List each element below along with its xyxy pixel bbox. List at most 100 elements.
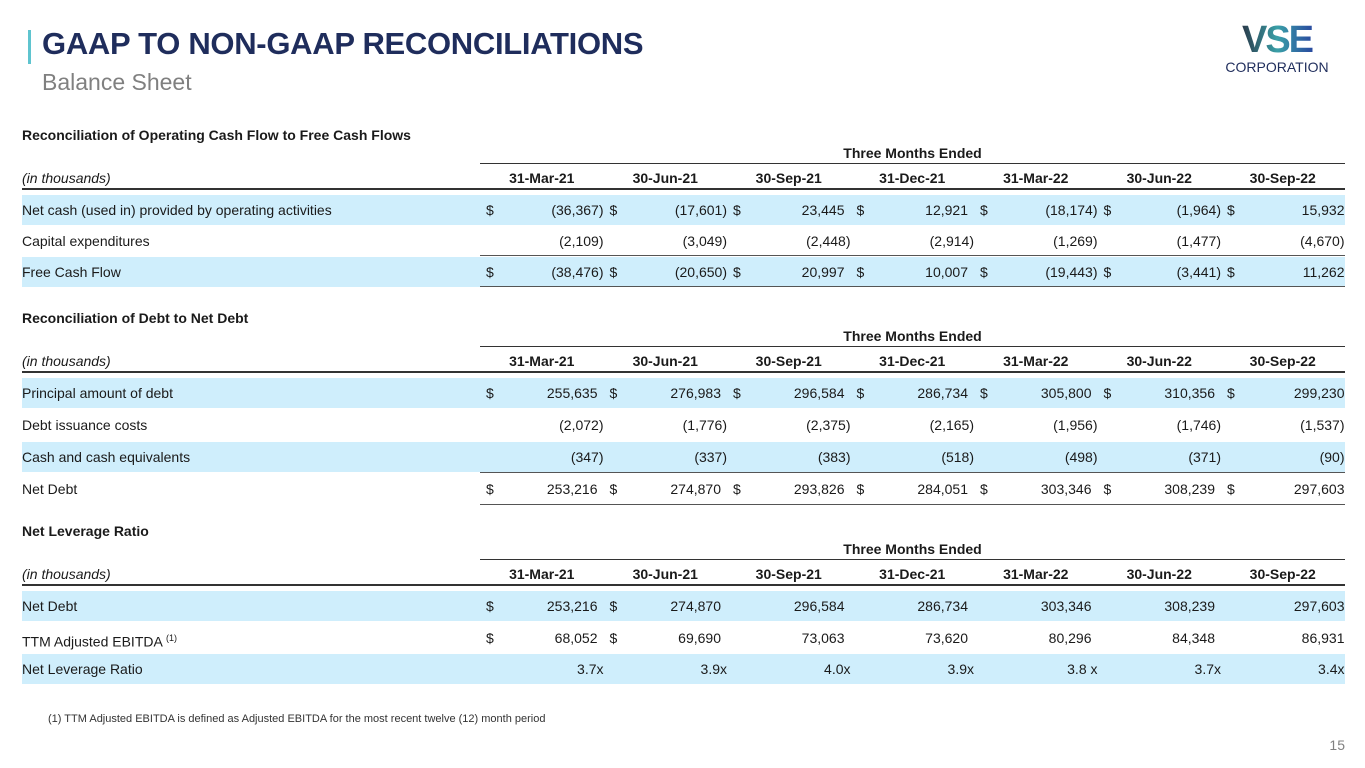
table-row: Net cash (used in) provided by operating… — [22, 195, 1345, 225]
table-cell: (2,072) — [480, 410, 603, 440]
table-row: Debt issuance costs (2,072) (1,776) (2,375)… — [22, 410, 1345, 440]
column-header: 30-Sep-21 — [755, 353, 822, 369]
table-cell: 296,584 — [727, 591, 851, 621]
column-header: 31-Mar-21 — [509, 353, 575, 369]
cell-value: (4,670) — [1300, 233, 1345, 249]
cell-value: 84,348 — [1172, 629, 1215, 646]
cell-value: 305,800 — [1040, 385, 1092, 401]
divider — [480, 163, 1345, 164]
column-header: 30-Jun-21 — [632, 170, 698, 186]
cell-value: (498) — [1064, 449, 1098, 465]
table-row: Principal amount of debt $255,635 $276,983… — [22, 378, 1345, 408]
table-cell: $ (18,174) — [974, 195, 1098, 225]
dollar-sign: $ — [486, 385, 494, 401]
table-cell: (337) — [604, 442, 727, 472]
table-row: Net Debt $253,216 $274,870 296,584 286,734 30… — [22, 591, 1345, 621]
dollar-sign: $ — [733, 264, 741, 280]
cell-value: (337) — [694, 449, 727, 465]
cell-value: (1,746) — [1176, 417, 1221, 433]
dollar-sign: $ — [980, 264, 988, 280]
cell-value: 284,051 — [917, 481, 968, 497]
dollar-sign: $ — [980, 202, 988, 218]
column-header: 31-Mar-22 — [1003, 566, 1069, 582]
dollar-sign: $ — [1103, 481, 1112, 497]
table-cell: $12,921 — [851, 195, 975, 225]
row-label-text: Capital expenditures — [22, 233, 150, 249]
cell-value: (18,174) — [1045, 202, 1098, 218]
dollar-sign: $ — [486, 629, 494, 646]
table-cell: $15,932 — [1221, 195, 1345, 225]
table-cell: $20,997 — [727, 257, 851, 287]
table-cell: (371) — [1098, 442, 1221, 472]
table-cell: 3.4x — [1221, 654, 1345, 684]
table-cell: (1,746) — [1098, 410, 1221, 440]
row-label: Free Cash Flow — [22, 257, 480, 287]
table-cell: (2,109) — [480, 226, 603, 256]
column-header: 31-Dec-21 — [879, 566, 946, 582]
cell-value: 297,603 — [1293, 481, 1345, 497]
cell-value: 15,932 — [1301, 202, 1345, 218]
table-cell: (1,477) — [1098, 226, 1221, 256]
table-section: Reconciliation of Debt to Net Debt Three … — [22, 307, 1345, 507]
column-header: 31-Mar-22 — [1003, 170, 1069, 186]
cell-value: 274,870 — [670, 481, 721, 497]
cell-value: (347) — [570, 449, 604, 465]
cell-value: 299,230 — [1293, 385, 1345, 401]
row-label-text: Net Debt — [22, 481, 78, 497]
cell-value: 276,983 — [670, 385, 721, 401]
table-cell: 308,239 — [1098, 591, 1222, 621]
table-cell: $11,262 — [1221, 257, 1345, 287]
column-header: 30-Jun-22 — [1126, 566, 1192, 582]
table-cell: $308,239 — [1098, 474, 1222, 504]
footnote-ref: (1) — [165, 632, 177, 643]
table-cell: 286,734 — [851, 591, 975, 621]
column-header: 31-Mar-21 — [509, 566, 575, 582]
cell-value: 303,346 — [1040, 481, 1092, 497]
cell-value: (2,165) — [929, 417, 974, 433]
cell-value: 308,239 — [1164, 598, 1215, 614]
column-header: 30-Sep-22 — [1249, 566, 1316, 582]
cell-value: 296,584 — [793, 385, 845, 401]
table-cell: 84,348 — [1098, 623, 1222, 653]
cell-value: 3.7x — [577, 661, 604, 677]
cell-value: 293,826 — [793, 481, 845, 497]
table-cell: $284,051 — [851, 474, 975, 504]
vse-corporation-logo: VSE CORPORATION — [1225, 19, 1328, 75]
table-cell: $297,603 — [1221, 474, 1345, 504]
table-cell: (347) — [480, 442, 604, 472]
column-header: 31-Dec-21 — [879, 170, 946, 186]
dollar-sign: $ — [856, 385, 865, 401]
cell-value: (1,964) — [1176, 202, 1221, 218]
divider — [480, 346, 1345, 347]
divider — [22, 371, 1345, 373]
table-cell: $ (36,367) — [480, 195, 604, 225]
table-cell: (498) — [974, 442, 1098, 472]
cell-value: 274,870 — [670, 598, 721, 614]
row-label-text: Net Debt — [22, 598, 78, 614]
dollar-sign: $ — [609, 629, 618, 646]
cell-value: 23,445 — [801, 202, 845, 218]
dollar-sign: $ — [609, 264, 618, 280]
cell-value: (383) — [817, 449, 851, 465]
table-cell: 3.7x — [480, 654, 604, 684]
table-cell: $253,216 — [480, 591, 604, 621]
table-header-row: (in thousands) 31-Mar-21 30-Jun-21 30-Sep-2… — [22, 563, 1345, 585]
cell-value: 3.4x — [1318, 661, 1345, 677]
table-cell: (2,375) — [727, 410, 850, 440]
table-cell: $ (17,601) — [604, 195, 728, 225]
cell-value: 3.9x — [700, 661, 727, 677]
column-header: 31-Dec-21 — [879, 353, 946, 369]
table-cell: (518) — [851, 442, 974, 472]
table-cell: $299,230 — [1221, 378, 1345, 408]
footnote: (1) TTM Adjusted EBITDA is defined as Ad… — [48, 713, 546, 725]
cell-value: (1,269) — [1053, 233, 1098, 249]
column-header: 30-Sep-21 — [755, 566, 822, 582]
column-header: 31-Mar-21 — [509, 170, 575, 186]
table-cell: (1,956) — [974, 410, 1097, 440]
cell-value: (36,367) — [551, 202, 604, 218]
table-cell: (2,448) — [727, 226, 850, 256]
dollar-sign: $ — [1227, 385, 1235, 401]
row-label-text: Net cash (used in) provided by operating… — [22, 202, 332, 218]
svg-text:VSE: VSE — [1242, 19, 1313, 61]
dollar-sign: $ — [609, 598, 618, 614]
